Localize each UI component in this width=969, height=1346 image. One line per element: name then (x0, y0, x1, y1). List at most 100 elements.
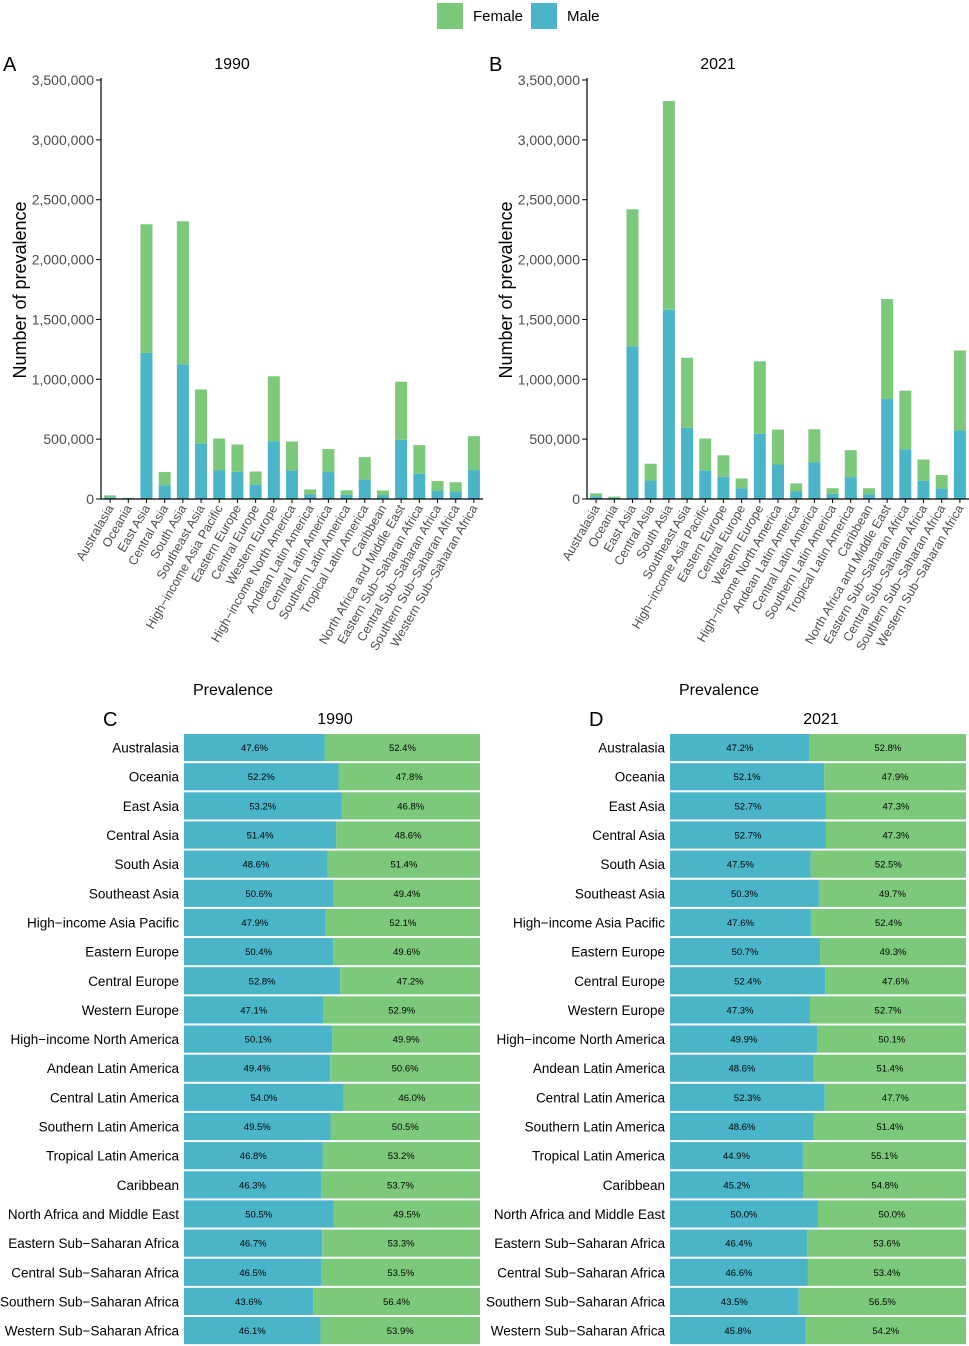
row-label: Oceania (615, 770, 666, 785)
female-pct-label: 47.6% (882, 976, 909, 987)
female-pct-label: 47.9% (882, 772, 909, 783)
bar-male (184, 763, 339, 791)
female-pct-label: 51.4% (390, 860, 417, 871)
row-label: Southern Sub−Saharan Africa (486, 1294, 665, 1309)
female-pct-label: 47.3% (883, 831, 910, 842)
row-label: Central Latin America (536, 1090, 666, 1105)
bar-male (670, 996, 811, 1024)
legend-label-male: Male (567, 8, 600, 25)
female-pct-label: 49.3% (880, 947, 907, 958)
y-tick-label: 500,000 (43, 431, 94, 447)
male-pct-label: 46.8% (240, 1151, 267, 1162)
y-tick-label: 2,000,000 (518, 252, 580, 268)
y-tick-label: 1,500,000 (32, 311, 94, 327)
bar-female (304, 489, 317, 495)
bar-male (670, 1112, 814, 1141)
female-pct-label: 52.7% (875, 1005, 902, 1016)
bar-male (862, 494, 875, 499)
bar-female (808, 429, 821, 463)
row-label: Tropical Latin America (532, 1149, 666, 1164)
male-pct-label: 46.5% (239, 1268, 266, 1279)
bar-male (681, 427, 694, 499)
row-label: High−income Asia Pacific (27, 915, 179, 930)
row-label: Central Europe (574, 974, 665, 989)
female-pct-label: 52.8% (874, 743, 901, 754)
male-pct-label: 48.6% (728, 1122, 755, 1133)
bar-female (313, 1287, 480, 1315)
bar-female (431, 481, 444, 491)
male-pct-label: 52.7% (735, 801, 762, 812)
bar-female (818, 879, 966, 907)
bar-female (104, 495, 117, 498)
y-tick-label: 2,500,000 (518, 192, 580, 208)
bar-female (899, 390, 912, 450)
row-label: Central Sub−Saharan Africa (11, 1265, 179, 1280)
bar-female (644, 463, 657, 481)
bar-male (358, 479, 371, 499)
female-pct-label: 46.8% (397, 801, 424, 812)
bar-male (104, 497, 117, 499)
bar-female (267, 376, 280, 442)
bar-female (249, 471, 262, 485)
bar-female (825, 792, 966, 820)
row-label: South Asia (600, 857, 665, 872)
bar-female (590, 493, 603, 497)
bar-female (813, 1112, 966, 1141)
row-label: High−income Asia Pacific (513, 915, 665, 930)
bar-female (826, 488, 839, 494)
female-pct-label: 53.9% (387, 1326, 414, 1337)
panel-a-stacked-bar-chart: A 1990 Prevalence Number of prevalence 0 500,… (3, 54, 483, 699)
y-tick-label: 2,500,000 (32, 192, 94, 208)
bar-male (184, 1258, 322, 1286)
bar-female (608, 496, 621, 498)
female-pct-label: 54.2% (872, 1326, 899, 1337)
bar-female (330, 1112, 480, 1141)
bar-male (670, 734, 810, 762)
bar-male (184, 879, 334, 907)
female-pct-label: 53.7% (387, 1180, 414, 1191)
bar-male (670, 1287, 799, 1315)
bar-male (626, 346, 639, 499)
bar-male (899, 449, 912, 499)
bar-female (323, 996, 480, 1024)
bar-female (336, 821, 480, 849)
bar-female (735, 478, 748, 489)
row-label: Southern Sub−Saharan Africa (0, 1294, 179, 1309)
bar-male (670, 1200, 818, 1228)
male-pct-label: 47.3% (727, 1005, 754, 1016)
bar-female (330, 1054, 480, 1082)
bar-male (935, 488, 948, 499)
bar-male (670, 1083, 825, 1111)
male-pct-label: 48.6% (242, 860, 269, 871)
bar-male (449, 491, 462, 499)
legend-swatch-male (531, 3, 557, 29)
bar-female (818, 1200, 966, 1228)
chart-title: 1990 (317, 711, 353, 728)
row-label: Western Sub−Saharan Africa (5, 1324, 180, 1339)
female-pct-label: 51.4% (876, 1122, 903, 1133)
bar-female (395, 381, 408, 440)
bar-female (231, 444, 244, 472)
bar-male (953, 430, 966, 499)
bar-male (670, 850, 811, 878)
row-label: Western Sub−Saharan Africa (491, 1324, 666, 1339)
male-pct-label: 49.5% (244, 1122, 271, 1133)
row-label: Central Asia (592, 828, 665, 843)
male-pct-label: 44.9% (723, 1151, 750, 1162)
row-label: Southern Latin America (525, 1120, 666, 1135)
bar-female (717, 455, 730, 477)
row-label: Eastern Europe (571, 945, 665, 960)
bar-female (809, 734, 966, 762)
bar-male (304, 494, 317, 499)
bar-male (340, 494, 353, 499)
row-label: Andean Latin America (47, 1061, 180, 1076)
row-label: East Asia (609, 799, 666, 814)
female-pct-label: 49.4% (393, 889, 420, 900)
chart-title: 2021 (803, 711, 839, 728)
bar-male (184, 1287, 314, 1315)
bar-female (122, 497, 135, 499)
male-pct-label: 46.7% (240, 1239, 267, 1250)
chart-title: 1990 (214, 56, 250, 73)
y-tick-label: 3,500,000 (32, 72, 94, 88)
